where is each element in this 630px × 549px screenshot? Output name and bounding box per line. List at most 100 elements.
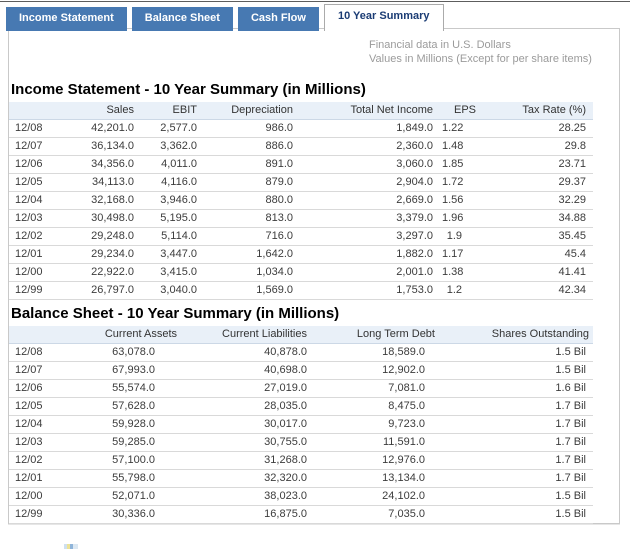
value-cell: 38,023.0 (181, 487, 314, 506)
table-row: 12/06 55,574.0 27,019.0 7,081.0 1.6 Bil (9, 379, 593, 398)
value-cell: 30,017.0 (181, 415, 314, 434)
value-cell: 1,569.0 (204, 281, 300, 300)
table-row: 12/05 57,628.0 28,035.0 8,475.0 1.7 Bil (9, 397, 593, 416)
column-header: Total Net Income (300, 102, 440, 120)
value-cell: 1.5 Bil (439, 343, 593, 362)
value-cell: 1,753.0 (300, 281, 440, 300)
value-cell: 29,234.0 (69, 245, 141, 264)
year-cell: 12/05 (9, 397, 69, 416)
value-cell: 5,114.0 (141, 227, 204, 246)
value-cell: 1.2 (440, 281, 480, 300)
value-cell: 28.25 (480, 119, 593, 138)
value-cell: 886.0 (204, 137, 300, 156)
value-cell: 891.0 (204, 155, 300, 174)
value-cell: 30,755.0 (181, 433, 314, 452)
value-cell: 3,040.0 (141, 281, 204, 300)
value-cell: 8,475.0 (314, 397, 439, 416)
value-cell: 1.22 (440, 119, 480, 138)
header-row: Sales EBIT Depreciation Total Net Income EPS… (9, 102, 593, 120)
year-cell: 12/08 (9, 343, 69, 362)
value-cell: 3,447.0 (141, 245, 204, 264)
value-cell: 1.5 Bil (439, 487, 593, 506)
table-row: 12/04 59,928.0 30,017.0 9,723.0 1.7 Bil (9, 415, 593, 434)
year-cell: 12/02 (9, 451, 69, 470)
year-cell: 12/05 (9, 173, 69, 192)
value-cell: 42,201.0 (69, 119, 141, 138)
tab-cash-flow[interactable]: Cash Flow (237, 7, 319, 31)
value-cell: 29.8 (480, 137, 593, 156)
tab-income-statement[interactable]: Income Statement (6, 7, 127, 31)
value-cell: 3,060.0 (300, 155, 440, 174)
table-row: 12/00 22,922.0 3,415.0 1,034.0 2,001.0 1.38 41… (9, 263, 593, 282)
value-cell: 42.34 (480, 281, 593, 300)
content-panel: Financial data in U.S. Dollars Values in… (8, 28, 620, 524)
table-row: 12/04 32,168.0 3,946.0 880.0 2,669.0 1.56 32.2… (9, 191, 593, 210)
value-cell: 1.85 (440, 155, 480, 174)
value-cell: 36,134.0 (69, 137, 141, 156)
column-header (9, 326, 69, 344)
value-cell: 40,698.0 (181, 361, 314, 380)
value-cell: 2,001.0 (300, 263, 440, 282)
tab-balance-sheet[interactable]: Balance Sheet (131, 7, 233, 31)
value-cell: 1.7 Bil (439, 451, 593, 470)
value-cell: 880.0 (204, 191, 300, 210)
value-cell: 67,993.0 (69, 361, 181, 380)
income-statement-table: Sales EBIT Depreciation Total Net Income EPS… (9, 102, 593, 300)
value-cell: 22,922.0 (69, 263, 141, 282)
year-cell: 12/07 (9, 137, 69, 156)
value-cell: 1.5 Bil (439, 505, 593, 524)
value-cell: 1.48 (440, 137, 480, 156)
value-cell: 12,902.0 (314, 361, 439, 380)
income-statement-title: Income Statement - 10 Year Summary (in M… (11, 81, 366, 98)
column-header: Sales (69, 102, 141, 120)
tab-10-year-summary[interactable]: 10 Year Summary (323, 4, 444, 31)
value-cell: 31,268.0 (181, 451, 314, 470)
year-cell: 12/04 (9, 415, 69, 434)
value-cell: 1.7 Bil (439, 415, 593, 434)
column-header: Current Assets (69, 326, 181, 344)
value-cell: 1,849.0 (300, 119, 440, 138)
value-cell: 2,577.0 (141, 119, 204, 138)
year-cell: 12/00 (9, 263, 69, 282)
value-cell: 7,081.0 (314, 379, 439, 398)
value-cell: 1,642.0 (204, 245, 300, 264)
value-cell: 12,976.0 (314, 451, 439, 470)
value-cell: 57,100.0 (69, 451, 181, 470)
year-cell: 12/08 (9, 119, 69, 138)
partial-cropped-element (64, 544, 78, 549)
value-cell: 28,035.0 (181, 397, 314, 416)
value-cell: 1.56 (440, 191, 480, 210)
value-cell: 1.7 Bil (439, 469, 593, 488)
value-cell: 55,798.0 (69, 469, 181, 488)
value-cell: 63,078.0 (69, 343, 181, 362)
value-cell: 813.0 (204, 209, 300, 228)
value-cell: 1.5 Bil (439, 361, 593, 380)
value-cell: 2,904.0 (300, 173, 440, 192)
value-cell: 23.71 (480, 155, 593, 174)
column-header: EPS (440, 102, 480, 120)
value-cell: 32.29 (480, 191, 593, 210)
value-cell: 32,168.0 (69, 191, 141, 210)
table-row: 12/03 30,498.0 5,195.0 813.0 3,379.0 1.96 34.8… (9, 209, 593, 228)
table-row: 12/07 36,134.0 3,362.0 886.0 2,360.0 1.48 29.8 (9, 137, 593, 156)
note-currency: Financial data in U.S. Dollars (369, 39, 511, 51)
table-row: 12/02 29,248.0 5,114.0 716.0 3,297.0 1.9 35.45 (9, 227, 593, 246)
value-cell: 2,360.0 (300, 137, 440, 156)
value-cell: 52,071.0 (69, 487, 181, 506)
value-cell: 35.45 (480, 227, 593, 246)
value-cell: 3,362.0 (141, 137, 204, 156)
value-cell: 1.7 Bil (439, 433, 593, 452)
table-row: 12/02 57,100.0 31,268.0 12,976.0 1.7 Bil (9, 451, 593, 470)
value-cell: 3,379.0 (300, 209, 440, 228)
balance-sheet-table: Current Assets Current Liabilities Long Te… (9, 326, 593, 524)
data-notes: Financial data in U.S. Dollars Values in… (369, 38, 609, 66)
value-cell: 1.7 Bil (439, 397, 593, 416)
column-header: EBIT (141, 102, 204, 120)
column-header: Depreciation (204, 102, 300, 120)
table-row: 12/05 34,113.0 4,116.0 879.0 2,904.0 1.72 29.3… (9, 173, 593, 192)
year-cell: 12/03 (9, 209, 69, 228)
table-row: 12/99 26,797.0 3,040.0 1,569.0 1,753.0 1.2 42.… (9, 281, 593, 300)
value-cell: 59,285.0 (69, 433, 181, 452)
table-row: 12/00 52,071.0 38,023.0 24,102.0 1.5 Bil (9, 487, 593, 506)
year-cell: 12/00 (9, 487, 69, 506)
